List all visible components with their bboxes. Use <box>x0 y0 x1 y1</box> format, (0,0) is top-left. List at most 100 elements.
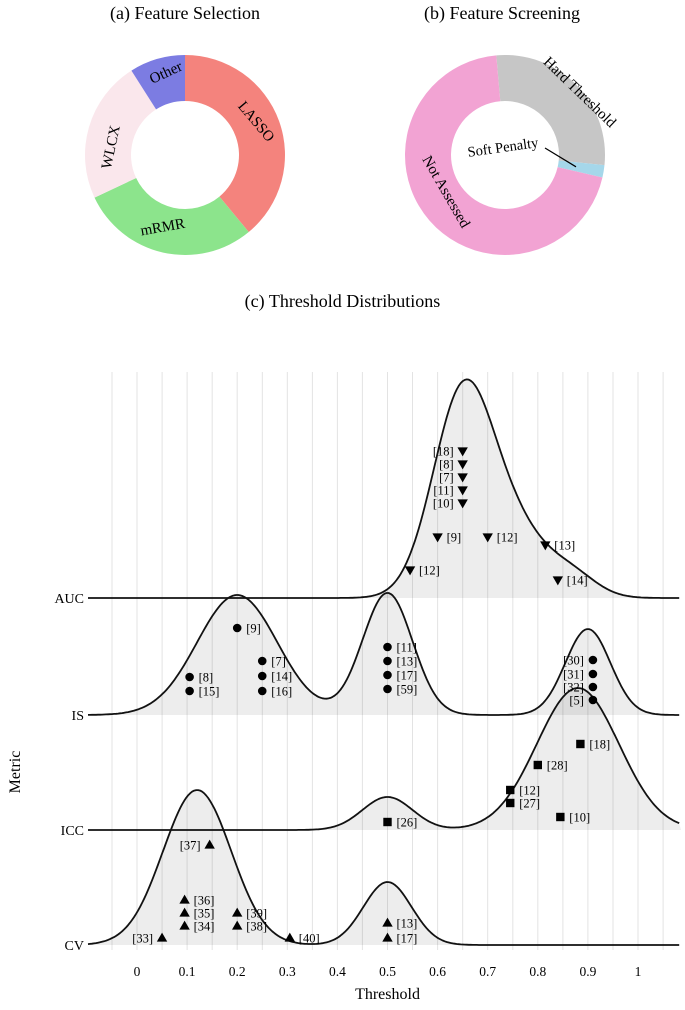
point-ref-label: [35] <box>194 906 215 920</box>
marker-square <box>506 798 515 808</box>
slice-label-leader-line <box>544 147 577 168</box>
density-fill-cv <box>88 790 681 945</box>
point-ref-label: [36] <box>194 893 215 907</box>
x-tick-label: 0.8 <box>529 964 546 979</box>
point-ref-label: [33] <box>132 931 153 945</box>
point-ref-label: [17] <box>397 931 418 945</box>
density-curve-is <box>88 592 680 716</box>
metric-label-icc: ICC <box>61 824 84 839</box>
donut-slice-hard-threshold <box>496 54 606 166</box>
marker-triangle-up <box>179 894 190 904</box>
panel-c-title: (c) Threshold Distributions <box>244 291 441 311</box>
marker-triangle-down <box>457 447 468 457</box>
slice-label-mrmr: mRMR <box>139 216 186 240</box>
x-tick-label: 0.7 <box>479 964 496 979</box>
x-axis-title: Threshold <box>355 986 420 1003</box>
marker-triangle-up <box>382 932 393 942</box>
point-ref-label: [7] <box>439 470 454 484</box>
metric-label-is: IS <box>72 709 84 724</box>
point-ref-label: [59] <box>397 682 418 696</box>
metric-label-auc: AUC <box>54 592 84 607</box>
donut-slice-soft-penalty <box>557 160 605 178</box>
marker-triangle-down <box>457 473 468 483</box>
marker-triangle-down <box>432 533 443 543</box>
point-ref-label: [9] <box>447 530 462 544</box>
point-ref-label: [8] <box>199 670 214 684</box>
marker-triangle-up <box>284 932 296 942</box>
marker-triangle-up <box>156 932 168 942</box>
point-ref-label: [40] <box>299 931 320 945</box>
marker-circle <box>185 686 194 696</box>
marker-circle <box>257 686 267 696</box>
metric-label-cv: CV <box>65 939 84 954</box>
marker-circle <box>232 623 242 633</box>
point-ref-label: [28] <box>547 758 568 772</box>
point-ref-label: [37] <box>180 838 201 852</box>
x-tick-label: 0.5 <box>379 964 396 979</box>
marker-circle <box>588 695 598 705</box>
point-ref-label: [15] <box>199 684 220 698</box>
x-tick-label: 1 <box>635 964 642 979</box>
x-tick-label: 0 <box>134 964 141 979</box>
density-curve-cv <box>87 789 680 946</box>
point-ref-label: [10] <box>433 496 454 510</box>
point-ref-label: [34] <box>194 919 215 933</box>
point-ref-label: [27] <box>519 796 540 810</box>
density-fill-icc <box>88 688 681 830</box>
marker-circle <box>257 656 267 666</box>
y-axis-title: Metric <box>7 751 24 794</box>
point-ref-label: [26] <box>397 815 418 829</box>
x-tick-label: 0.9 <box>579 964 596 979</box>
marker-triangle-up <box>179 920 190 930</box>
point-ref-label: [14] <box>271 669 292 683</box>
point-ref-label: [18] <box>433 444 454 458</box>
x-tick-label: 0.1 <box>179 964 196 979</box>
point-ref-label: [5] <box>569 693 584 707</box>
marker-triangle-up <box>232 920 243 930</box>
marker-circle <box>588 682 598 692</box>
x-tick-label: 0.6 <box>429 964 446 979</box>
donut-slice-other <box>131 55 185 110</box>
marker-triangle-down <box>552 576 564 586</box>
marker-triangle-down <box>457 460 468 470</box>
marker-circle <box>383 684 392 694</box>
donut-slice-not-assessed <box>405 55 603 255</box>
marker-circle <box>588 669 598 679</box>
point-ref-label: [17] <box>397 668 418 682</box>
point-ref-label: [10] <box>569 810 590 824</box>
marker-square <box>576 739 585 749</box>
marker-triangle-down <box>404 566 416 576</box>
marker-circle <box>383 656 392 666</box>
marker-circle <box>185 672 194 682</box>
point-ref-label: [13] <box>397 654 418 668</box>
marker-circle <box>383 642 392 652</box>
slice-label-soft-penalty: Soft Penalty <box>467 135 541 161</box>
marker-triangle-down <box>457 499 468 509</box>
point-ref-label: [14] <box>567 573 588 587</box>
point-ref-label: [38] <box>246 919 267 933</box>
point-ref-label: [11] <box>433 483 453 497</box>
panel-a-title: (a) Feature Selection <box>110 3 260 23</box>
x-tick-label: 0.3 <box>279 964 296 979</box>
marker-square <box>556 812 565 822</box>
point-ref-label: [12] <box>419 563 440 577</box>
density-curve-icc <box>88 687 680 831</box>
density-curve-auc <box>88 378 680 599</box>
marker-triangle-up <box>232 907 243 917</box>
point-ref-label: [13] <box>397 916 418 930</box>
point-ref-label: [9] <box>246 621 261 635</box>
marker-circle <box>257 671 267 681</box>
point-ref-label: [8] <box>439 457 454 471</box>
point-ref-label: [7] <box>271 654 286 668</box>
marker-triangle-up <box>179 907 190 917</box>
point-ref-label: [16] <box>271 684 292 698</box>
point-ref-label: [18] <box>589 737 610 751</box>
x-tick-label: 0.2 <box>229 964 246 979</box>
point-ref-label: [12] <box>497 530 518 544</box>
donut-slice-lasso <box>185 55 285 233</box>
point-ref-label: [31] <box>563 667 584 681</box>
point-ref-label: [11] <box>397 640 417 654</box>
